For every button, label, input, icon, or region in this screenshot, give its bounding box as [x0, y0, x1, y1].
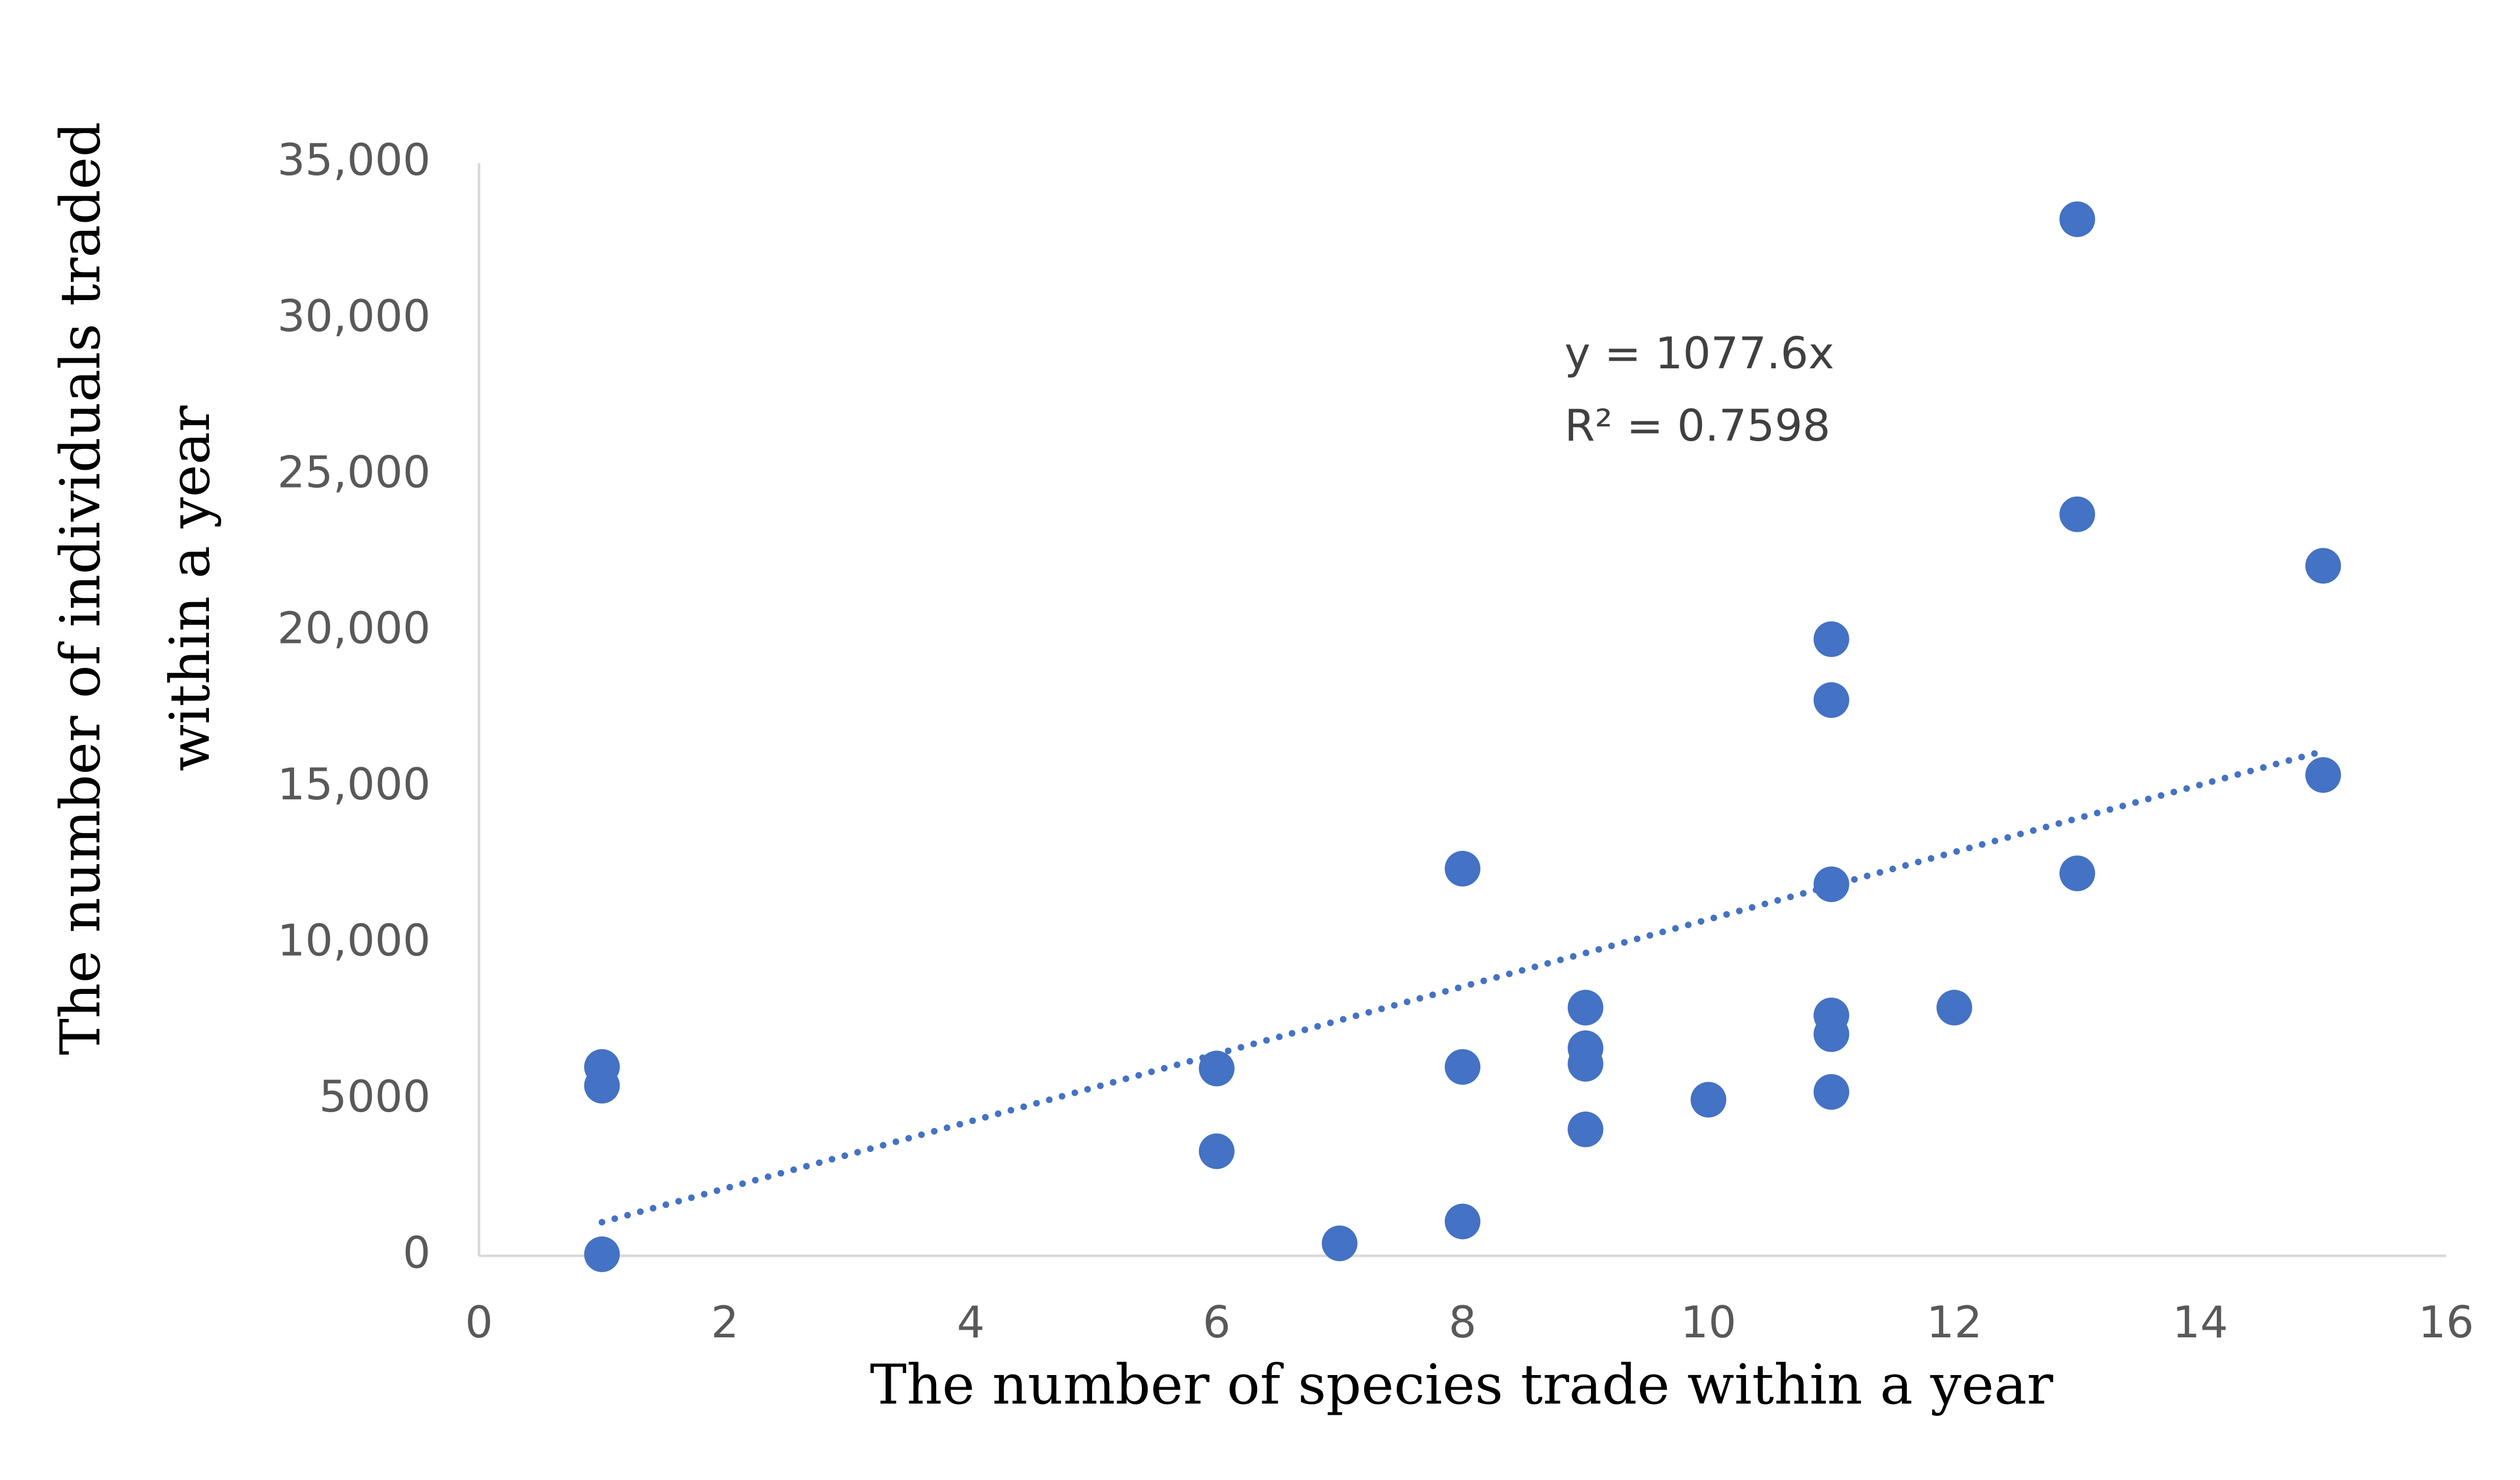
data-point [584, 1067, 620, 1104]
x-tick-label: 10 [1681, 1297, 1736, 1348]
data-point [2059, 201, 2095, 237]
x-tick-label: 14 [2172, 1297, 2228, 1348]
data-point [1813, 682, 1849, 718]
data-point [2059, 496, 2095, 532]
y-axis-title-line-1: The number of individuals traded [49, 122, 113, 1055]
y-tick-label: 5000 [319, 1071, 431, 1122]
x-tick-label: 0 [465, 1297, 493, 1348]
y-tick-label: 10,000 [277, 916, 431, 966]
data-point [1690, 1082, 1727, 1118]
data-point [1813, 1016, 1849, 1052]
y-axis-tick-labels: 0 5000 10,000 15,000 20,000 25,000 30,000 35,00… [277, 134, 431, 1278]
x-tick-label: 2 [711, 1297, 739, 1348]
x-axis-tick-labels: 0 2 4 6 8 10 12 14 16 [465, 1297, 2474, 1348]
data-point [2305, 757, 2341, 793]
y-tick-label: 25,000 [277, 447, 431, 498]
data-point [1445, 851, 1480, 887]
y-tick-label: 15,000 [277, 759, 431, 810]
data-point [1568, 1111, 1604, 1147]
data-point [1199, 1133, 1235, 1169]
data-points [584, 201, 2341, 1272]
data-point [1568, 989, 1604, 1026]
y-axis-title-line-2: within a year [158, 406, 222, 771]
data-point [1321, 1225, 1358, 1261]
trendline [598, 747, 2327, 1226]
x-tick-label: 4 [957, 1297, 985, 1348]
x-tick-label: 6 [1203, 1297, 1231, 1348]
data-point [1199, 1051, 1235, 1087]
data-point [1813, 1074, 1849, 1110]
data-point [1813, 866, 1849, 902]
data-point [1813, 621, 1849, 657]
y-tick-label: 30,000 [277, 291, 431, 342]
data-point [2059, 855, 2095, 892]
x-axis-title: The number of species trade within a yea… [870, 1353, 2053, 1417]
x-tick-label: 16 [2418, 1297, 2474, 1348]
data-point [1937, 989, 1972, 1026]
x-tick-label: 12 [1926, 1297, 1982, 1348]
y-tick-label: 35,000 [277, 134, 431, 185]
r-squared-label: R² = 0.7598 [1564, 400, 1831, 451]
data-point [584, 1236, 620, 1272]
data-point [1568, 1046, 1604, 1082]
trend-equation: y = 1077.6x [1564, 328, 1834, 379]
x-tick-label: 8 [1449, 1297, 1477, 1348]
data-point [2305, 548, 2341, 584]
data-point [1445, 1203, 1480, 1240]
data-point [1445, 1049, 1480, 1085]
y-tick-label: 20,000 [277, 603, 431, 654]
y-tick-label: 0 [403, 1227, 431, 1278]
